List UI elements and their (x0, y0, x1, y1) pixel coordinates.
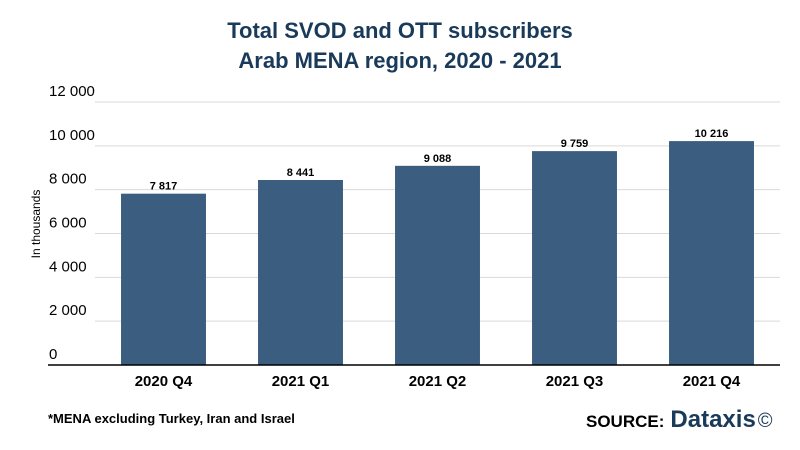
y-tick-label: 12 000 (49, 83, 95, 100)
y-tick-label: 2 000 (49, 302, 87, 319)
bars (121, 141, 754, 365)
y-tick-label: 10 000 (49, 127, 95, 144)
data-label: 8 441 (287, 167, 315, 179)
chart-subtitle: Arab MENA region, 2020 - 2021 (238, 48, 561, 73)
data-label: 10 216 (695, 128, 729, 140)
x-tick-label: 2021 Q1 (272, 373, 330, 390)
source-credit: SOURCE: Dataxis © (586, 406, 773, 434)
chart-title: Total SVOD and OTT subscribers (227, 18, 573, 43)
bar (669, 141, 754, 365)
source-label: SOURCE: (586, 412, 665, 431)
data-labels: 7 817 8 441 9 088 9 759 10 216 (150, 128, 729, 193)
y-axis-title: In thousands (29, 190, 43, 259)
data-label: 9 759 (561, 138, 589, 150)
copyright-icon: © (757, 410, 773, 432)
x-axis-labels: 2020 Q4 2021 Q1 2021 Q2 2021 Q3 2021 Q4 (135, 373, 741, 390)
source-brand-logo: Dataxis (670, 406, 756, 433)
bar (121, 193, 206, 365)
y-tick-label: 4 000 (49, 258, 87, 275)
x-tick-label: 2021 Q2 (409, 373, 467, 390)
y-tick-label: 6 000 (49, 215, 87, 232)
bar (258, 180, 343, 365)
x-tick-label: 2021 Q3 (546, 373, 604, 390)
bar (532, 151, 617, 365)
y-tick-label: 0 (49, 346, 57, 363)
footnote: *MENA excluding Turkey, Iran and Israel (48, 411, 295, 426)
y-axis-ticks: 0 2 000 4 000 6 000 8 000 10 000 12 000 (49, 83, 95, 363)
bar (395, 165, 480, 365)
data-label: 7 817 (150, 181, 178, 193)
x-tick-label: 2021 Q4 (683, 373, 741, 390)
y-tick-label: 8 000 (49, 171, 87, 188)
x-tick-label: 2020 Q4 (135, 373, 193, 390)
data-label: 9 088 (424, 153, 452, 165)
